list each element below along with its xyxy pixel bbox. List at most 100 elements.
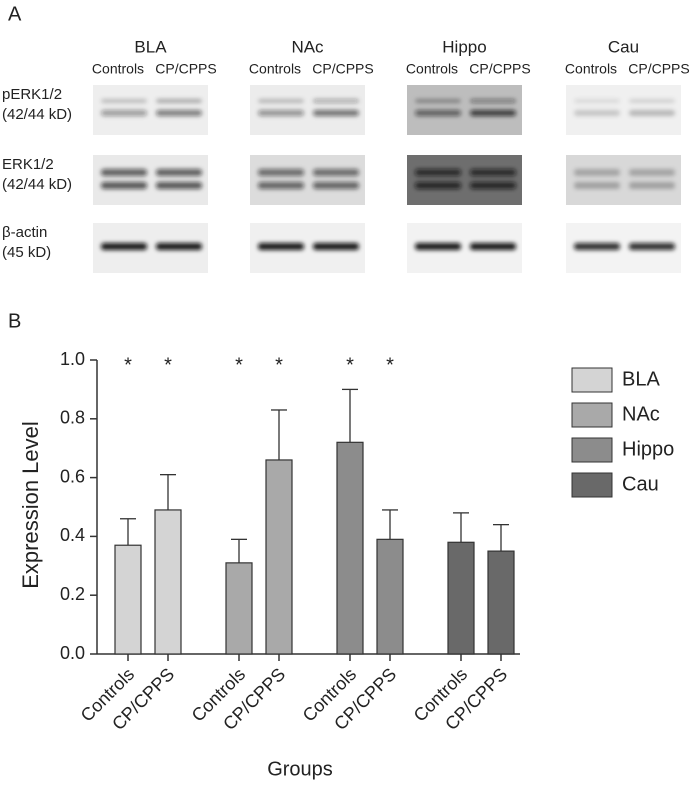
bar	[376, 538, 404, 655]
band	[415, 169, 461, 176]
blot	[250, 155, 365, 205]
band	[156, 169, 202, 176]
x-axis-label: Groups	[267, 758, 333, 780]
band	[574, 99, 620, 103]
row-label: pERK1/2	[2, 86, 62, 103]
band	[101, 182, 147, 189]
bar	[447, 541, 475, 655]
blot	[407, 155, 522, 205]
region-label: Cau	[608, 37, 639, 56]
legend-label: Cau	[622, 473, 659, 495]
blot-bands	[101, 169, 202, 189]
bar	[225, 562, 253, 655]
legend-swatch	[571, 472, 613, 498]
band	[101, 243, 147, 250]
blot	[93, 155, 208, 205]
band	[574, 182, 620, 189]
band	[313, 110, 359, 116]
y-tick-label: 0.8	[60, 408, 85, 428]
band	[101, 99, 147, 103]
band	[156, 243, 202, 250]
legend-swatch	[571, 402, 613, 428]
band	[574, 243, 620, 250]
band	[258, 182, 304, 189]
region-label: BLA	[134, 37, 167, 56]
band	[258, 169, 304, 176]
band	[574, 169, 620, 176]
band	[101, 110, 147, 116]
row-label: (42/44 kD)	[2, 106, 72, 123]
band	[258, 99, 304, 103]
lane-label: Controls	[565, 61, 617, 77]
legend-label: Hippo	[622, 438, 674, 460]
band	[415, 243, 461, 250]
panel-label: B	[8, 310, 21, 332]
band	[470, 243, 516, 250]
y-tick-label: 1.0	[60, 349, 85, 369]
y-tick-label: 0.6	[60, 466, 85, 486]
region-label: Hippo	[442, 37, 486, 56]
bar	[487, 550, 515, 655]
blot-bands	[258, 243, 359, 250]
blot	[566, 155, 681, 205]
band	[629, 110, 675, 116]
legend-label: BLA	[622, 368, 660, 390]
band	[415, 182, 461, 189]
band	[629, 99, 675, 103]
band	[470, 110, 516, 116]
significance-mark: *	[346, 354, 354, 376]
lane-label: CP/CPPS	[628, 61, 689, 77]
band	[101, 169, 147, 176]
legend-swatch	[571, 437, 613, 463]
lane-label: Controls	[92, 61, 144, 77]
band	[258, 243, 304, 250]
band	[313, 99, 359, 103]
band	[574, 110, 620, 116]
band	[313, 169, 359, 176]
y-tick-label: 0.0	[60, 643, 85, 663]
blot-bands	[258, 169, 359, 189]
row-label: (45 kD)	[2, 244, 51, 261]
lane-label: CP/CPPS	[469, 61, 530, 77]
row-label: β-actin	[2, 224, 47, 241]
bar	[154, 509, 182, 655]
blot-bands	[415, 169, 516, 189]
blot-bands	[574, 169, 675, 189]
blot-bands	[101, 243, 202, 250]
blot-bands	[415, 99, 516, 116]
blot-bands	[415, 243, 516, 250]
lane-label: Controls	[249, 61, 301, 77]
panel-label: A	[8, 3, 22, 25]
band	[156, 182, 202, 189]
y-axis-label: Expression Level	[18, 421, 43, 589]
region-label: NAc	[291, 37, 324, 56]
band	[156, 99, 202, 103]
band	[313, 182, 359, 189]
blot-bands	[574, 99, 675, 116]
significance-mark: *	[124, 354, 132, 376]
bar	[265, 459, 293, 655]
legend-swatch	[571, 367, 613, 393]
band	[415, 99, 461, 103]
blot-bands	[574, 243, 675, 250]
significance-mark: *	[164, 354, 172, 376]
band	[313, 243, 359, 250]
y-tick-label: 0.2	[60, 584, 85, 604]
blot-bands	[101, 99, 202, 116]
lane-label: CP/CPPS	[312, 61, 373, 77]
significance-mark: *	[275, 354, 283, 376]
band	[415, 110, 461, 116]
band	[629, 182, 675, 189]
band	[470, 99, 516, 103]
band	[470, 182, 516, 189]
row-label: ERK1/2	[2, 156, 54, 173]
band	[629, 243, 675, 250]
significance-mark: *	[386, 354, 394, 376]
band	[258, 110, 304, 116]
band	[629, 169, 675, 176]
bar	[336, 441, 364, 655]
significance-mark: *	[235, 354, 243, 376]
lane-label: CP/CPPS	[155, 61, 216, 77]
blot-bands	[258, 99, 359, 116]
